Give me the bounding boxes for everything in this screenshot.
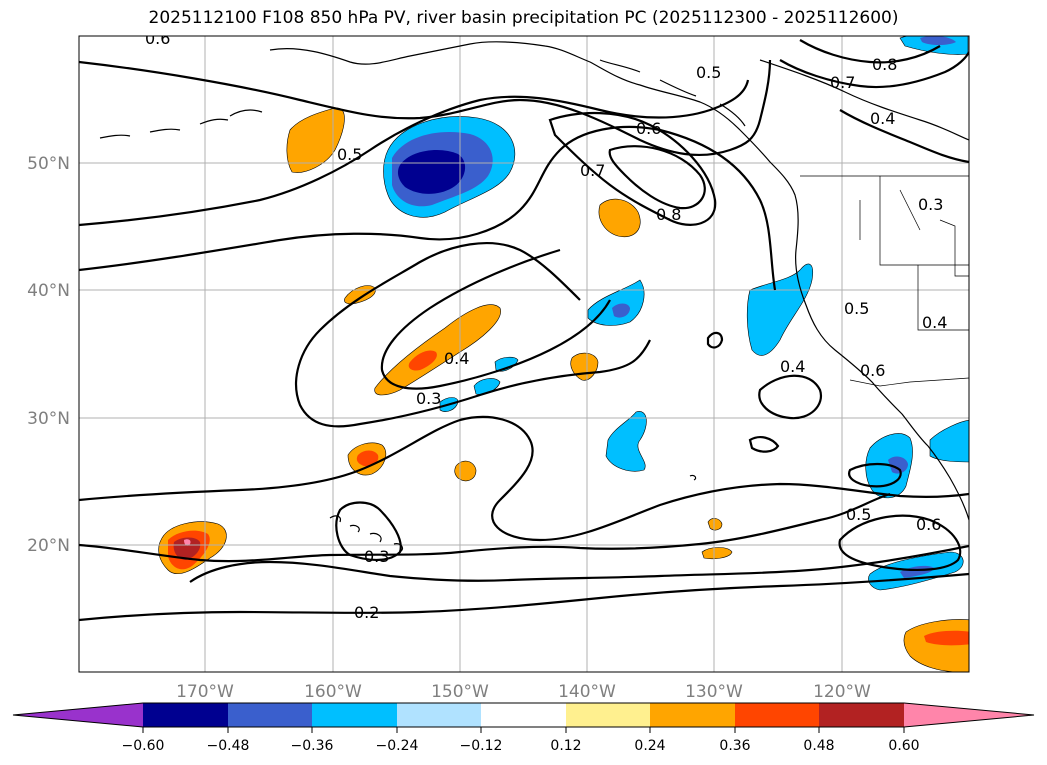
contour-label: 0.5 [846, 505, 871, 524]
map-frame [78, 35, 970, 673]
lon-label: 120°W [813, 682, 871, 702]
negative-anomaly-medium [920, 36, 956, 45]
colorbar-right-extension [904, 703, 1034, 727]
colorbar-tick-label: −0.60 [122, 738, 165, 754]
colorbar-segment [481, 703, 566, 727]
positive-anomaly-max [184, 539, 191, 546]
positive-anomaly [598, 198, 641, 238]
contour-label: 0.2 [354, 603, 379, 622]
colorbar-tick-label: −0.36 [291, 738, 334, 754]
colorbar-tick-label: −0.12 [460, 738, 503, 754]
colorbar-segment [228, 703, 312, 727]
negative-anomaly-light [746, 263, 813, 356]
colorbar-tick-label: 0.60 [888, 738, 919, 754]
contour-label: 0.6 [636, 119, 661, 138]
negative-anomaly-medium [612, 303, 630, 318]
colorbar-segment [650, 703, 735, 727]
lat-label: 20°N [27, 536, 70, 556]
lat-label: 30°N [27, 409, 70, 429]
colorbar: −0.60 −0.48 −0.36 −0.24 −0.12 0.12 0.24 … [12, 702, 1035, 754]
colorbar-segment [397, 703, 481, 727]
map-title: 2025112100 F108 850 hPa PV, river basin … [148, 8, 899, 28]
positive-anomaly-medium [408, 350, 437, 371]
positive-anomaly [286, 107, 345, 173]
positive-anomaly [707, 518, 723, 531]
contour-label: 0.6 [916, 515, 941, 534]
contour-label: 0.8 [656, 205, 681, 224]
colorbar-ticks [142, 727, 905, 733]
pv-contours [79, 39, 969, 622]
contour-label: 0.7 [580, 161, 605, 180]
contour-label: 0.6 [860, 361, 885, 380]
map-area: 0.6 0.5 0.7 0.8 0.6 0.7 0.8 0.5 0.4 0.3 … [79, 29, 969, 672]
lat-label: 50°N [27, 154, 70, 174]
positive-anomaly-medium [924, 630, 969, 646]
negative-anomaly-light [605, 411, 647, 472]
contour-label: 0.4 [444, 349, 469, 368]
contour-label: 0.3 [918, 195, 943, 214]
contour-label: 0.4 [780, 357, 805, 376]
contour-label: 0.7 [830, 73, 855, 92]
contour-label: 0.5 [844, 299, 869, 318]
negative-anomaly-medium [888, 456, 908, 474]
colorbar-tick-label: 0.48 [803, 738, 834, 754]
colorbar-segment [312, 703, 397, 727]
positive-anomaly-strong [173, 537, 201, 560]
colorbar-tick-label: 0.12 [550, 738, 581, 754]
contour-labels: 0.6 0.5 0.7 0.8 0.6 0.7 0.8 0.5 0.4 0.3 … [145, 29, 947, 622]
lon-label: 150°W [431, 682, 489, 702]
positive-anomaly [374, 304, 501, 396]
colorbar-tick-label: −0.48 [207, 738, 250, 754]
contour-label: 0.4 [870, 109, 895, 128]
contour-label: 0.3 [364, 547, 389, 566]
colorbar-left-extension [13, 703, 143, 727]
contour-label: 0.5 [696, 63, 721, 82]
lon-label: 170°W [176, 682, 234, 702]
colorbar-segment [735, 703, 819, 727]
lon-label: 130°W [685, 682, 743, 702]
political-borders [800, 175, 969, 387]
negative-anomaly-strong [397, 149, 466, 194]
colorbar-tick-label: 0.24 [634, 738, 665, 754]
lon-label: 140°W [558, 682, 616, 702]
negative-anomaly-light [587, 279, 645, 326]
contour-label: 0.8 [872, 55, 897, 74]
positive-anomaly-medium [356, 450, 379, 467]
contour-label: 0.6 [145, 29, 170, 48]
lon-label: 160°W [304, 682, 362, 702]
colorbar-tick-label: 0.36 [719, 738, 750, 754]
contour-label: 0.5 [337, 145, 362, 164]
colorbar-tick-label: −0.24 [376, 738, 419, 754]
contour-label: 0.3 [416, 389, 441, 408]
colorbar-segment [566, 703, 650, 727]
positive-anomaly [454, 460, 477, 482]
contour-label: 0.4 [922, 313, 947, 332]
positive-anomaly [701, 547, 733, 560]
colorbar-segment [819, 703, 904, 727]
lat-label: 40°N [27, 281, 70, 301]
latitude-labels: 50°N 40°N 30°N 20°N [27, 154, 70, 556]
graticule [79, 36, 969, 672]
colorbar-segment [143, 703, 228, 727]
longitude-labels: 170°W 160°W 150°W 140°W 130°W 120°W [176, 682, 871, 702]
